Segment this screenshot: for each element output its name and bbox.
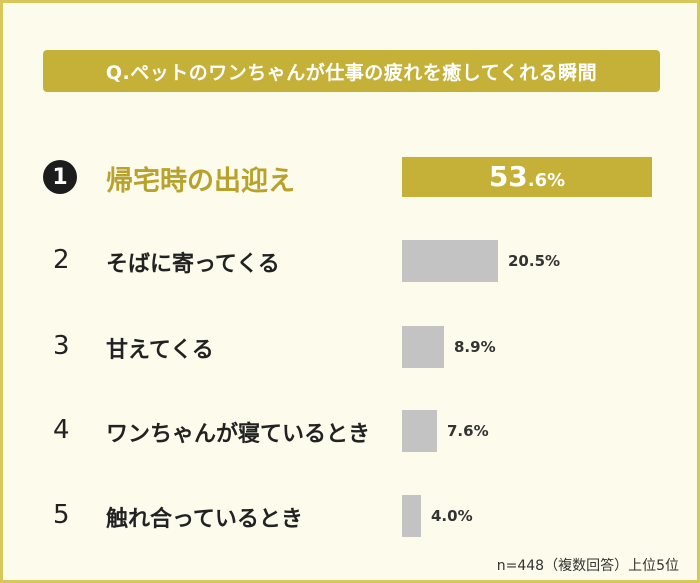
category-label: そばに寄ってくる [106,252,280,277]
bar-1 [402,157,652,197]
rank-1-badge: 1 [43,160,77,194]
rank-2-number: 2 [53,245,70,275]
category-label: 甘えてくる [106,338,214,363]
bar-2 [402,240,498,282]
bar-1-value-label: 53.6% [402,160,652,194]
rank-5-number: 5 [53,500,70,530]
bar-2-value-label: 20.5% [508,252,561,270]
rank-4-number: 4 [53,415,70,445]
bar-4 [402,410,437,452]
bar-3-value-label: 8.9% [454,338,496,356]
category-label: 帰宅時の出迎え [106,166,295,197]
bar-5 [402,495,421,537]
chart-title: Q.ペットのワンちゃんが仕事の疲れを癒してくれる瞬間 [43,50,660,92]
bar-4-value-label: 7.6% [447,422,489,440]
value-decimal-part: .6% [527,170,566,191]
bar-3 [402,326,444,368]
category-label: 触れ合っているとき [106,507,303,532]
bar-5-value-label: 4.0% [431,507,473,525]
category-label: ワンちゃんが寝ているとき [106,422,371,447]
sample-footnote: n=448（複数回答）上位5位 [496,558,679,574]
rank-3-number: 3 [53,331,70,361]
value-integer-part: 53 [488,160,528,193]
